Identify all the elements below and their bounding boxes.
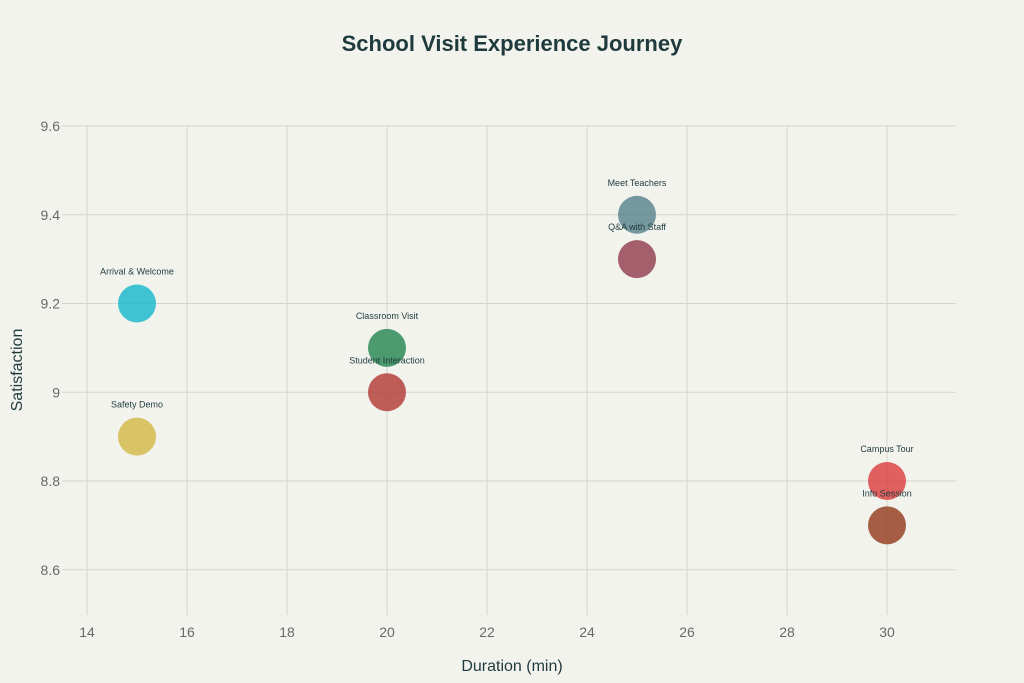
y-axis-label: Satisfaction xyxy=(9,329,26,412)
y-tick-label: 8.8 xyxy=(41,473,61,489)
chart-title: School Visit Experience Journey xyxy=(342,31,683,56)
x-tick-label: 28 xyxy=(779,624,795,640)
y-tick-label: 9.2 xyxy=(41,296,61,312)
point-label: Safety Demo xyxy=(111,400,163,410)
y-tick-label: 9.6 xyxy=(41,118,61,134)
x-tick-label: 16 xyxy=(179,624,195,640)
x-axis-label: Duration (min) xyxy=(461,658,562,675)
bubble-point[interactable] xyxy=(118,284,156,323)
bubble-point[interactable] xyxy=(868,506,906,545)
bubble-point[interactable] xyxy=(368,373,406,412)
x-tick-label: 24 xyxy=(579,624,595,640)
bubble-point[interactable] xyxy=(118,417,156,456)
point-label: Campus Tour xyxy=(860,444,913,454)
bubble-point[interactable] xyxy=(618,240,656,279)
x-tick-label: 14 xyxy=(79,624,95,640)
point-label: Arrival & Welcome xyxy=(100,267,174,277)
bubble-point[interactable] xyxy=(368,328,406,367)
y-tick-label: 9 xyxy=(52,384,60,400)
x-tick-label: 18 xyxy=(279,624,295,640)
point-labels: Arrival & Welcome Safety Demo Classroom Vi… xyxy=(100,178,914,499)
point-label: Meet Teachers xyxy=(608,178,667,188)
point-label: Q&A with Staff xyxy=(608,222,666,232)
bubble-point[interactable] xyxy=(868,462,906,500)
data-points xyxy=(118,195,906,545)
point-label: Info Session xyxy=(862,488,912,498)
point-label: Student Interaction xyxy=(349,355,425,365)
y-tick-label: 8.6 xyxy=(41,562,61,578)
bubble-point[interactable] xyxy=(618,195,656,234)
gridlines xyxy=(62,125,956,615)
y-axis-ticks: 8.6 8.8 9 9.2 9.4 9.6 xyxy=(41,118,61,578)
x-tick-label: 26 xyxy=(679,624,695,640)
x-tick-label: 20 xyxy=(379,624,395,640)
point-label: Classroom Visit xyxy=(356,311,419,321)
x-axis-ticks: 14 16 18 20 22 24 26 28 30 xyxy=(79,624,895,640)
x-tick-label: 30 xyxy=(879,624,895,640)
x-tick-label: 22 xyxy=(479,624,495,640)
y-tick-label: 9.4 xyxy=(41,207,61,223)
